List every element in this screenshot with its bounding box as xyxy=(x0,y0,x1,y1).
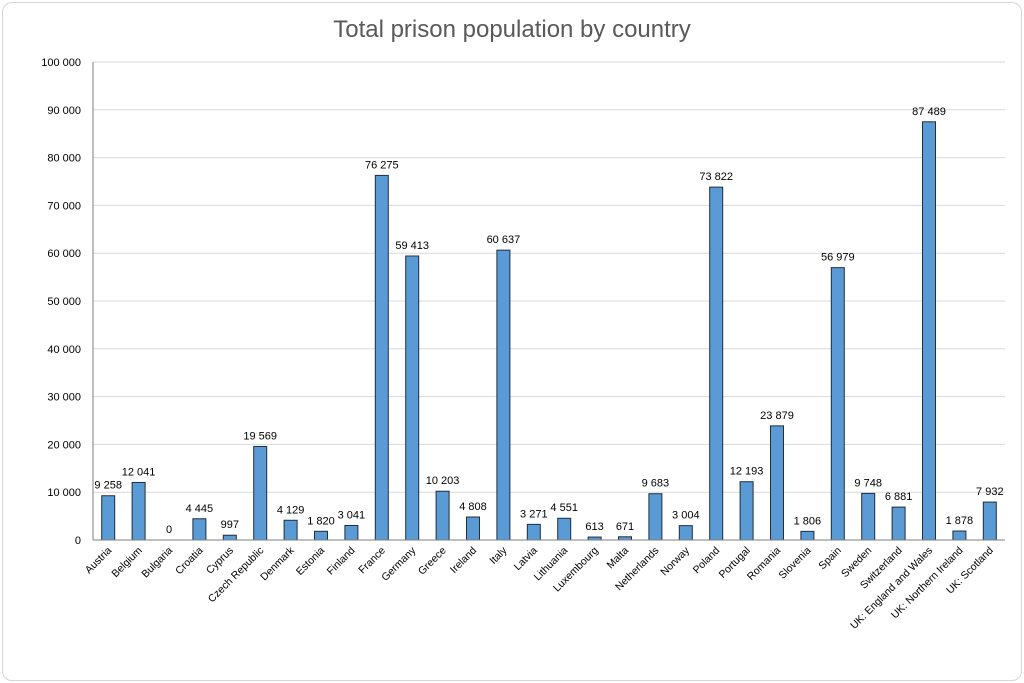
data-label: 19 569 xyxy=(243,430,277,442)
x-tick-label: Croatia xyxy=(173,545,206,578)
bar xyxy=(222,534,237,541)
y-tick-label: 50 000 xyxy=(47,296,81,308)
x-tick-label: Ireland xyxy=(448,545,479,576)
bar xyxy=(131,481,146,541)
data-label: 9 748 xyxy=(854,477,882,489)
x-tick-label: Finland xyxy=(325,545,358,578)
y-tick-label: 0 xyxy=(75,535,81,547)
bar xyxy=(192,518,207,541)
bar xyxy=(982,501,997,541)
data-label: 1 820 xyxy=(307,515,335,527)
y-tick-label: 30 000 xyxy=(47,392,81,404)
data-label: 4 129 xyxy=(277,504,305,516)
y-axis-ticks: 0 10 000 20 000 30 000 40 000 50 000 60 000 70 … xyxy=(41,57,81,547)
data-label: 997 xyxy=(221,519,239,531)
bar xyxy=(709,186,724,541)
data-label: 1 806 xyxy=(794,515,822,527)
bar xyxy=(374,174,389,541)
data-label: 60 637 xyxy=(487,234,521,246)
x-tick-label: Norway xyxy=(658,544,692,578)
x-tick-label: Italy xyxy=(487,544,510,567)
data-label: 12 193 xyxy=(730,466,764,478)
gridlines xyxy=(93,61,1005,493)
data-label: 56 979 xyxy=(821,252,855,264)
y-tick-label: 10 000 xyxy=(47,487,81,499)
x-tick-label: Latvia xyxy=(512,545,540,573)
bar xyxy=(314,530,328,541)
data-label: 0 xyxy=(166,524,172,536)
x-tick-label: Greece xyxy=(416,545,449,578)
x-tick-label: Belgium xyxy=(109,544,144,579)
chart-title: Total prison population by country xyxy=(333,16,691,43)
x-tick-label: Romania xyxy=(745,545,783,583)
data-label: 3 004 xyxy=(672,510,700,522)
bar xyxy=(770,425,784,541)
data-label: 1 878 xyxy=(946,515,974,527)
x-tick-label: Slovenia xyxy=(777,545,814,582)
bar xyxy=(496,249,511,541)
y-tick-label: 70 000 xyxy=(47,200,81,212)
bars xyxy=(101,121,997,541)
bar xyxy=(101,495,116,541)
y-tick-label: 80 000 xyxy=(47,153,81,165)
data-label: 4 445 xyxy=(186,503,214,515)
y-tick-label: 60 000 xyxy=(47,248,81,260)
data-label: 76 275 xyxy=(365,159,399,171)
data-label: 73 822 xyxy=(699,171,733,183)
data-label: 3 271 xyxy=(520,508,548,520)
y-tick-label: 100 000 xyxy=(41,57,81,69)
x-tick-label: Denmark xyxy=(258,544,297,583)
data-label: 59 413 xyxy=(395,240,429,252)
data-label: 10 203 xyxy=(426,475,460,487)
bar xyxy=(800,530,815,541)
y-tick-label: 90 000 xyxy=(47,105,81,117)
bar xyxy=(648,493,663,541)
data-label: 3 041 xyxy=(338,509,366,521)
data-label: 7 932 xyxy=(976,486,1004,498)
data-label: 87 489 xyxy=(912,106,946,118)
data-label: 9 683 xyxy=(642,478,670,490)
bar xyxy=(830,267,845,541)
bar xyxy=(466,516,480,541)
bar xyxy=(405,255,420,541)
data-label: 613 xyxy=(585,521,603,533)
bar xyxy=(557,517,572,541)
x-tick-label: Germany xyxy=(379,544,419,584)
data-label: 4 551 xyxy=(550,502,578,514)
bar xyxy=(253,445,268,541)
bar xyxy=(952,530,967,541)
y-tick-label: 20 000 xyxy=(47,439,81,451)
data-label: 12 041 xyxy=(122,466,156,478)
bar xyxy=(922,121,936,541)
data-label: 671 xyxy=(616,521,634,533)
x-axis-ticks: AustriaBelgiumBulgariaCroatiaCyprusCzech… xyxy=(83,544,996,632)
bar xyxy=(435,490,450,541)
bar xyxy=(283,519,298,541)
bar xyxy=(891,506,906,541)
data-label: 6 881 xyxy=(885,491,913,503)
bar xyxy=(526,523,541,541)
bar xyxy=(678,525,693,541)
bar xyxy=(739,481,754,541)
bar xyxy=(344,524,359,541)
x-tick-label: Malta xyxy=(604,545,631,572)
x-tick-label: Estonia xyxy=(294,545,327,578)
y-tick-label: 40 000 xyxy=(47,344,81,356)
data-label: 4 808 xyxy=(459,501,487,513)
data-label: 9 258 xyxy=(94,480,122,492)
x-tick-label: Bulgaria xyxy=(139,545,175,581)
data-label: 23 879 xyxy=(760,410,794,422)
x-tick-label: Spain xyxy=(816,545,844,573)
bar xyxy=(861,492,876,541)
